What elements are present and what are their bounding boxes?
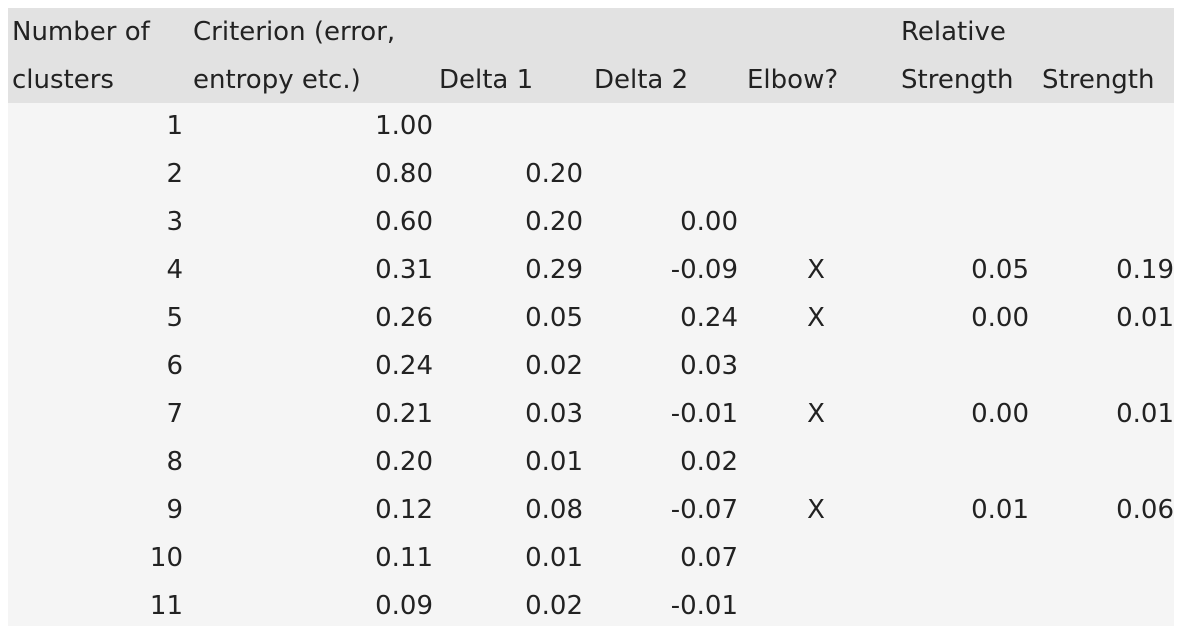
cell-clusters: 8: [166, 447, 183, 477]
cell-criterion: 0.26: [375, 303, 433, 333]
cell-delta1: 0.02: [525, 351, 583, 381]
header-row: [8, 8, 1174, 103]
cell-delta2: 0.02: [680, 447, 738, 477]
header-delta1: Delta 1: [439, 65, 534, 95]
cell-delta1: 0.02: [525, 591, 583, 621]
cell-criterion: 0.31: [375, 255, 433, 285]
cell-criterion: 0.21: [375, 399, 433, 429]
cell-delta1: 0.01: [525, 543, 583, 573]
header-elbow: Elbow?: [747, 65, 839, 95]
cell-delta1: 0.29: [525, 255, 583, 285]
header-strength: Strength: [1042, 65, 1155, 95]
header-relative-strength-line1: Relative: [901, 17, 1006, 47]
cell-relative-strength: 0.05: [971, 255, 1029, 285]
header-criterion-line2: entropy etc.): [193, 65, 361, 95]
cell-clusters: 9: [166, 495, 183, 525]
cell-elbow: X: [807, 399, 825, 429]
cell-strength: 0.06: [1116, 495, 1174, 525]
cell-elbow: X: [807, 303, 825, 333]
cell-delta2: 0.24: [680, 303, 738, 333]
cell-clusters: 4: [166, 255, 183, 285]
cell-clusters: 10: [149, 543, 183, 573]
cell-delta1: 0.03: [525, 399, 583, 429]
cell-clusters: 7: [166, 399, 183, 429]
cell-clusters: 6: [166, 351, 183, 381]
cell-delta2: 0.07: [680, 543, 738, 573]
cell-delta2: 0.00: [680, 207, 738, 237]
cell-delta2: 0.03: [680, 351, 738, 381]
cell-clusters: 2: [166, 159, 183, 189]
cell-clusters: 1: [166, 111, 183, 141]
cell-strength: 0.01: [1116, 303, 1174, 333]
cell-relative-strength: 0.01: [971, 495, 1029, 525]
cell-delta1: 0.20: [525, 159, 583, 189]
cell-delta1: 0.08: [525, 495, 583, 525]
cell-elbow: X: [807, 495, 825, 525]
header-clusters-line2: clusters: [12, 65, 114, 95]
cell-delta1: 0.01: [525, 447, 583, 477]
cell-delta1: 0.20: [525, 207, 583, 237]
cell-criterion: 0.11: [375, 543, 433, 573]
cell-criterion: 0.80: [375, 159, 433, 189]
cell-relative-strength: 0.00: [971, 399, 1029, 429]
cell-delta2: -0.09: [670, 255, 738, 285]
table-sheet: Number of clusters Criterion (error, ent…: [8, 8, 1174, 626]
cell-clusters: 5: [166, 303, 183, 333]
header-clusters-line1: Number of: [12, 17, 150, 47]
cell-strength: 0.19: [1116, 255, 1174, 285]
cell-criterion: 0.60: [375, 207, 433, 237]
cell-elbow: X: [807, 255, 825, 285]
header-criterion-line1: Criterion (error,: [193, 17, 396, 47]
cell-delta2: -0.01: [670, 399, 738, 429]
cell-criterion: 0.09: [375, 591, 433, 621]
cell-criterion: 0.12: [375, 495, 433, 525]
cell-criterion: 1.00: [375, 111, 433, 141]
cell-relative-strength: 0.00: [971, 303, 1029, 333]
cell-criterion: 0.20: [375, 447, 433, 477]
cell-delta2: -0.07: [670, 495, 738, 525]
cell-clusters: 11: [149, 591, 183, 621]
cell-strength: 0.01: [1116, 399, 1174, 429]
cell-criterion: 0.24: [375, 351, 433, 381]
cell-delta1: 0.05: [525, 303, 583, 333]
header-relative-strength-line2: Strength: [901, 65, 1014, 95]
cell-delta2: -0.01: [670, 591, 738, 621]
cell-clusters: 3: [166, 207, 183, 237]
header-delta2: Delta 2: [594, 65, 689, 95]
